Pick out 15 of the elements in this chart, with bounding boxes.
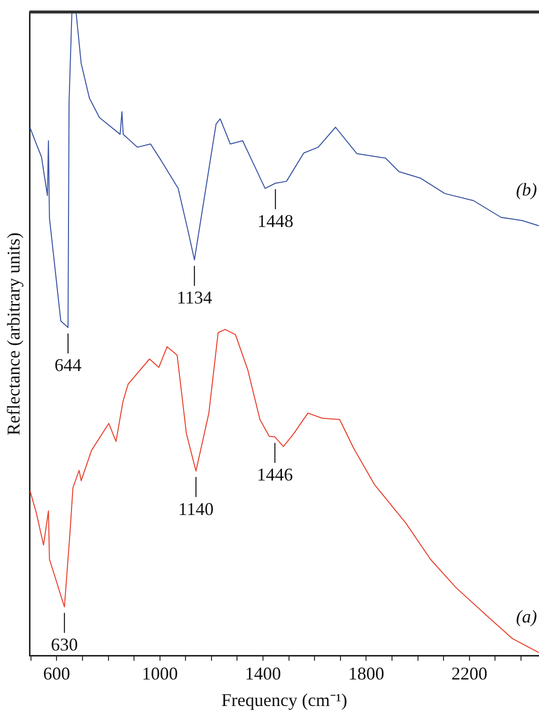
annotation: 1448 [257,210,294,231]
annotation: 1134 [176,288,212,308]
x-axis-title: Frequency (cm⁻¹) [221,690,348,710]
x-tick-label: 1400 [245,663,282,684]
series-label: (a) [516,606,537,626]
annotation: 1140 [178,498,214,519]
x-tick-label: 1800 [348,663,384,684]
x-tick-label: 2200 [451,663,488,684]
x-tick-label: 600 [43,663,70,684]
y-axis-title: Reflectance (arbitrary units) [4,232,24,436]
series-label: (b) [516,179,537,200]
x-tick-label: 1000 [142,663,178,684]
annotation: 644 [54,355,82,376]
annotation: 1446 [256,464,293,485]
annotation: 630 [50,634,78,655]
